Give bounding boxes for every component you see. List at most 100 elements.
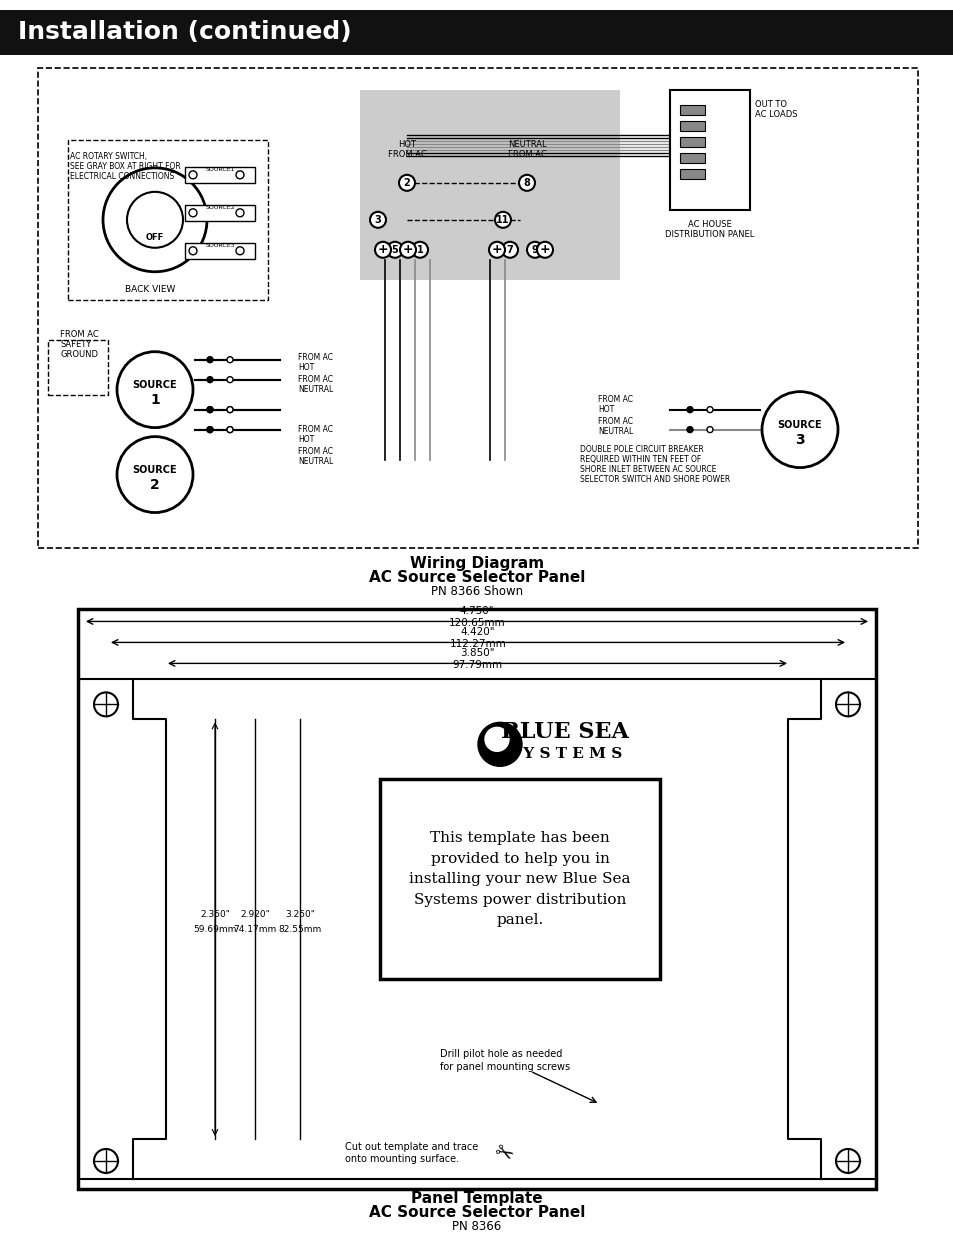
Text: Drill pilot hole as needed: Drill pilot hole as needed — [439, 1049, 561, 1060]
Text: SOURCE: SOURCE — [132, 379, 177, 390]
Text: Wiring Diagram: Wiring Diagram — [410, 556, 543, 571]
Text: This template has been
provided to help you in
installing your new Blue Sea
Syst: This template has been provided to help … — [409, 831, 630, 927]
Bar — [185, 243, 254, 259]
Text: +: + — [539, 243, 550, 257]
Text: AC ROTARY SWITCH,: AC ROTARY SWITCH, — [70, 152, 147, 161]
Circle shape — [706, 406, 712, 412]
Text: 1: 1 — [150, 393, 160, 406]
Text: 3.250": 3.250" — [285, 910, 314, 919]
Text: AC Source Selector Panel: AC Source Selector Panel — [369, 1205, 584, 1220]
FancyBboxPatch shape — [379, 779, 659, 979]
Text: 112.27mm: 112.27mm — [449, 640, 506, 650]
Bar — [359, 90, 619, 280]
Text: FROM AC: FROM AC — [297, 375, 333, 384]
Circle shape — [526, 242, 542, 258]
Circle shape — [398, 175, 415, 191]
Text: 120.65mm: 120.65mm — [448, 619, 505, 629]
Text: SELECTOR SWITCH AND SHORE POWER: SELECTOR SWITCH AND SHORE POWER — [579, 475, 729, 484]
Circle shape — [227, 426, 233, 432]
Text: 4.750": 4.750" — [459, 606, 494, 616]
Text: NEUTRAL: NEUTRAL — [507, 141, 546, 149]
Text: FROM AC: FROM AC — [297, 353, 333, 362]
Text: HOT: HOT — [297, 435, 314, 445]
Circle shape — [227, 406, 233, 412]
Text: FROM AC: FROM AC — [297, 425, 333, 435]
Bar — [78, 609, 875, 1189]
Text: onto mounting surface.: onto mounting surface. — [345, 1153, 458, 1163]
Circle shape — [501, 242, 517, 258]
Circle shape — [235, 247, 244, 254]
Circle shape — [706, 426, 712, 432]
Circle shape — [207, 406, 213, 412]
Text: 9: 9 — [531, 245, 537, 254]
Text: 2: 2 — [150, 478, 160, 492]
Text: 59.69mm: 59.69mm — [193, 925, 236, 934]
Text: FROM AC: FROM AC — [598, 395, 633, 404]
Circle shape — [537, 242, 553, 258]
Text: HOT: HOT — [598, 405, 614, 414]
Circle shape — [375, 242, 391, 258]
Circle shape — [686, 426, 692, 432]
Text: ELECTRICAL CONNECTIONS: ELECTRICAL CONNECTIONS — [70, 172, 174, 180]
Circle shape — [189, 247, 196, 254]
Text: HOT: HOT — [297, 363, 314, 372]
Text: HOT: HOT — [397, 141, 416, 149]
Text: 74.17mm: 74.17mm — [233, 925, 276, 934]
Bar — [679, 169, 704, 179]
Circle shape — [495, 212, 511, 227]
Circle shape — [387, 242, 402, 258]
Text: AC Source Selector Panel: AC Source Selector Panel — [369, 571, 584, 585]
Text: +: + — [377, 243, 388, 257]
Text: 2.350": 2.350" — [200, 910, 230, 919]
Text: SAFETY: SAFETY — [60, 340, 91, 350]
Text: REQUIRED WITHIN TEN FEET OF: REQUIRED WITHIN TEN FEET OF — [579, 454, 700, 464]
Text: NEUTRAL: NEUTRAL — [297, 385, 333, 394]
Circle shape — [489, 242, 504, 258]
Circle shape — [207, 426, 213, 432]
Bar — [679, 105, 704, 115]
Text: +: + — [491, 243, 502, 257]
Circle shape — [207, 426, 213, 432]
Text: SOURCE2: SOURCE2 — [205, 205, 234, 210]
Text: 4.420": 4.420" — [460, 627, 495, 637]
Circle shape — [412, 242, 428, 258]
Circle shape — [227, 377, 233, 383]
Text: 7: 7 — [506, 245, 513, 254]
Circle shape — [207, 377, 213, 383]
Text: 3: 3 — [795, 432, 804, 447]
Text: AC LOADS: AC LOADS — [754, 110, 797, 120]
Text: 8: 8 — [523, 178, 530, 188]
Circle shape — [399, 242, 416, 258]
Text: DOUBLE POLE CIRCUIT BREAKER: DOUBLE POLE CIRCUIT BREAKER — [579, 445, 703, 454]
Circle shape — [189, 209, 196, 217]
Text: Installation (continued): Installation (continued) — [18, 20, 352, 44]
Bar — [38, 68, 917, 547]
Circle shape — [686, 406, 692, 412]
Circle shape — [207, 357, 213, 363]
Circle shape — [235, 170, 244, 179]
FancyBboxPatch shape — [0, 10, 953, 54]
Circle shape — [227, 406, 233, 412]
Text: NEUTRAL: NEUTRAL — [297, 457, 333, 466]
Text: OUT TO: OUT TO — [754, 100, 786, 110]
Text: 2: 2 — [403, 178, 410, 188]
Bar — [669, 90, 749, 210]
Text: FROM AC: FROM AC — [60, 330, 99, 340]
Text: 3: 3 — [375, 215, 381, 225]
Bar — [679, 153, 704, 163]
Text: Cut out template and trace: Cut out template and trace — [345, 1142, 477, 1152]
Bar — [679, 121, 704, 131]
Bar — [679, 137, 704, 147]
Bar — [185, 205, 254, 221]
Text: 1: 1 — [416, 245, 423, 254]
Circle shape — [518, 175, 535, 191]
Circle shape — [235, 209, 244, 217]
Text: FROM AC: FROM AC — [507, 151, 546, 159]
Text: FROM AC: FROM AC — [598, 417, 633, 426]
Text: 5: 5 — [392, 245, 398, 254]
Text: 97.79mm: 97.79mm — [452, 661, 501, 671]
Circle shape — [227, 357, 233, 363]
Bar — [68, 140, 268, 300]
Text: GROUND: GROUND — [60, 351, 98, 359]
Text: SOURCE3: SOURCE3 — [205, 243, 234, 248]
